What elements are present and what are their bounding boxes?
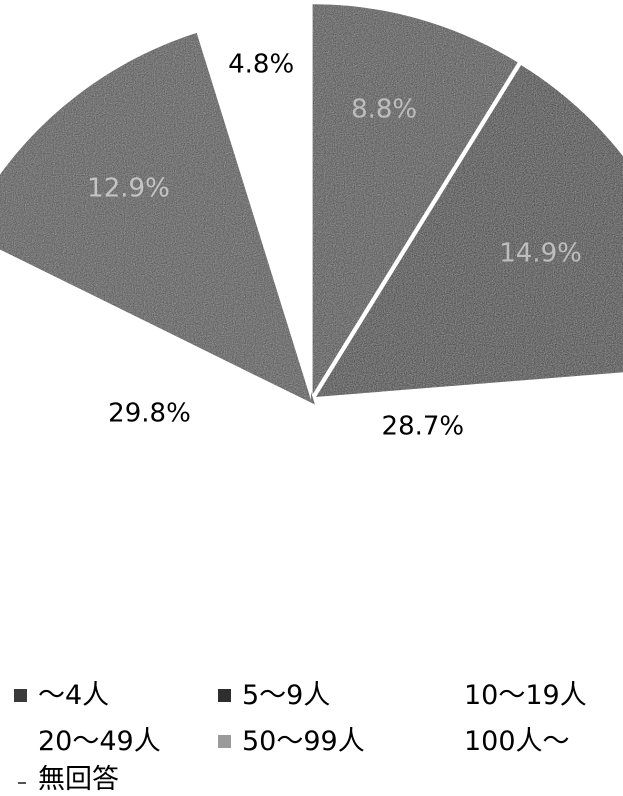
pie-slice [312,4,518,395]
slice-value-label: 12.9% [87,174,170,204]
slice-value-label: 29.8% [108,399,191,429]
legend-item-label: 10～19人 [464,680,587,711]
legend-item-label: 100人～ [464,726,570,757]
pie-slice [195,10,311,400]
dark-square-icon [14,689,27,702]
slice-value-label: 14.9% [499,238,582,268]
slice-value-label: 28.7% [382,411,465,441]
legend-item-label: ～4人 [38,680,109,711]
pie-slices [0,4,623,790]
pie-slice [0,246,311,786]
pie-slice [251,374,623,790]
legend: ～4人 5～9人 10～19人 20～49人 50～99人 100人～ 無回答 [14,680,587,795]
legend-item-label: 50～99人 [242,726,365,757]
legend-item-label: 無回答 [38,764,119,795]
pie-slice-labels: 8.8% 14.9% 28.7% 29.8% 12.9% 4.8% [87,49,582,441]
slice-value-label: 8.8% [351,94,417,124]
pie-slice [0,32,315,405]
dash-icon [18,782,26,784]
pie-slice [316,65,623,397]
legend-item-label: 5～9人 [242,680,330,711]
legend-item-label: 20～49人 [38,726,161,757]
dark-square-icon [218,689,231,702]
light-square-icon [218,735,231,748]
slice-value-label: 4.8% [228,49,294,79]
